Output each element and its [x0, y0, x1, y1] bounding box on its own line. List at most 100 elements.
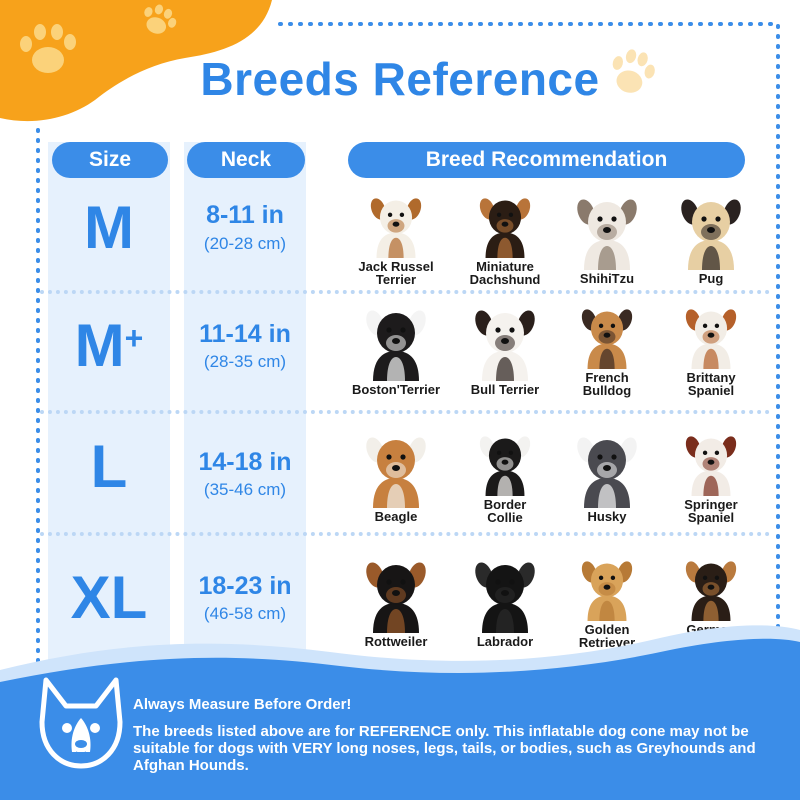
neck-inches: 18-23 in [198, 572, 292, 600]
breed-card: Bull Terrier [450, 303, 560, 396]
dog-photo [366, 562, 426, 633]
breed-name-line: Collie [487, 510, 523, 525]
paw-icon [20, 24, 76, 73]
note-title: Always Measure Before Order! [133, 696, 352, 713]
dog-photo [685, 436, 737, 496]
size-modifier: + [124, 320, 144, 356]
breed-name: Labrador [450, 635, 560, 648]
size-header: Size [52, 142, 168, 178]
breed-name-line: Bulldog [582, 383, 632, 398]
breed-name-line: Boston'Terrier [351, 382, 441, 397]
size-value: M [84, 194, 134, 261]
breed-name: Pug [656, 272, 766, 285]
neck-column-bg [184, 142, 306, 702]
neck-header: Neck [187, 142, 305, 178]
dog-photo [685, 561, 737, 621]
breed-card: Labrador [450, 555, 560, 648]
page-title: Breeds Reference [200, 53, 600, 105]
breed-name: Brittany Spaniel [656, 371, 766, 397]
size-column-bg [48, 142, 170, 702]
breed-name: French Bulldog [552, 371, 662, 397]
breed-card: Pug [656, 192, 766, 285]
neck-centimeters: (35-46 cm) [203, 480, 287, 499]
neck-inches: 11-14 in [199, 320, 291, 348]
breed-header: Breed Recommendation [348, 142, 745, 178]
breed-card: ShihiTzu [552, 192, 662, 285]
dog-photo [685, 309, 737, 369]
breed-name-line: Spaniel [687, 510, 735, 525]
dog-photo [581, 561, 633, 621]
breed-name-line: Miniature [476, 259, 534, 274]
neck-inches: 14-18 in [198, 448, 292, 476]
breed-name-line: Jack Russel [358, 259, 434, 274]
breed-card: Golden Retriever [552, 555, 662, 649]
breed-name: Springer Spaniel [656, 498, 766, 524]
dog-photo [475, 310, 535, 381]
breed-name-line: Retriever [578, 635, 636, 650]
breed-card: Husky [552, 430, 662, 523]
size-value: XL [70, 564, 148, 631]
breed-name: Husky [552, 510, 662, 523]
dog-photo [366, 310, 426, 381]
breed-name-line: Spaniel [687, 383, 735, 398]
neck-centimeters: (28-35 cm) [203, 352, 287, 371]
breed-name-line: Border [483, 497, 527, 512]
breed-card: Brittany Spaniel [656, 303, 766, 397]
dog-photo [581, 309, 633, 369]
row-divider [40, 290, 770, 294]
dog-photo [479, 436, 531, 496]
breed-card: Jack Russel Terrier [341, 192, 451, 286]
breed-name-line: Dachshund [469, 272, 541, 287]
row-divider [40, 532, 770, 536]
dog-photo [475, 562, 535, 633]
breed-name-line: Beagle [374, 509, 418, 524]
dog-photo [577, 199, 637, 270]
bottom-wave [0, 625, 800, 800]
dog-photo [479, 198, 531, 258]
breed-name-line: ShihiTzu [579, 271, 635, 286]
size-label: M [48, 198, 170, 258]
note-body: The breeds listed above are for REFERENC… [133, 723, 756, 774]
paw-icon [612, 49, 655, 93]
breed-name-line: Labrador [476, 634, 534, 649]
neck-centimeters: (46-58 cm) [203, 604, 287, 623]
corner-paw-decoration [0, 0, 272, 122]
breed-name: Rottweiler [341, 635, 451, 648]
breed-name: Beagle [341, 510, 451, 523]
size-value: L [90, 433, 128, 500]
dog-photo [577, 437, 637, 508]
breed-card: French Bulldog [552, 303, 662, 397]
breed-name-line: Springer [684, 497, 738, 512]
breed-name: Golden Retriever [552, 623, 662, 649]
neck-centimeters: (20-28 cm) [203, 234, 287, 253]
breed-card: Beagle [341, 430, 451, 523]
breed-name: Jack Russel Terrier [341, 260, 451, 286]
row-divider [40, 410, 770, 414]
husky-face-icon [39, 677, 123, 769]
breed-name-line: French [585, 370, 629, 385]
breed-card: Border Collie [450, 430, 560, 524]
dog-photo [681, 199, 741, 270]
breed-name: Miniature Dachshund [450, 260, 560, 286]
breed-card: Springer Spaniel [656, 430, 766, 524]
dog-photo [370, 198, 422, 258]
breed-name-line: Golden [584, 622, 630, 637]
breed-name-line: Terrier [375, 272, 417, 287]
breed-name: Bull Terrier [450, 383, 560, 396]
breed-name: Border Collie [450, 498, 560, 524]
breed-card: Miniature Dachshund [450, 192, 560, 286]
breed-name-line: Husky [587, 509, 627, 524]
neck-inches: 8-11 in [206, 201, 284, 229]
dog-photo [366, 437, 426, 508]
size-label: XL [48, 568, 170, 628]
breed-card: Boston'Terrier [341, 303, 451, 396]
breed-name: Boston'Terrier [341, 383, 451, 396]
size-label: L [48, 437, 170, 497]
breed-name: ShihiTzu [552, 272, 662, 285]
breed-name-line: Brittany [686, 370, 736, 385]
breed-name-line: Pug [698, 271, 724, 286]
breed-name-line: Rottweiler [364, 634, 428, 649]
size-value: M [74, 312, 125, 379]
